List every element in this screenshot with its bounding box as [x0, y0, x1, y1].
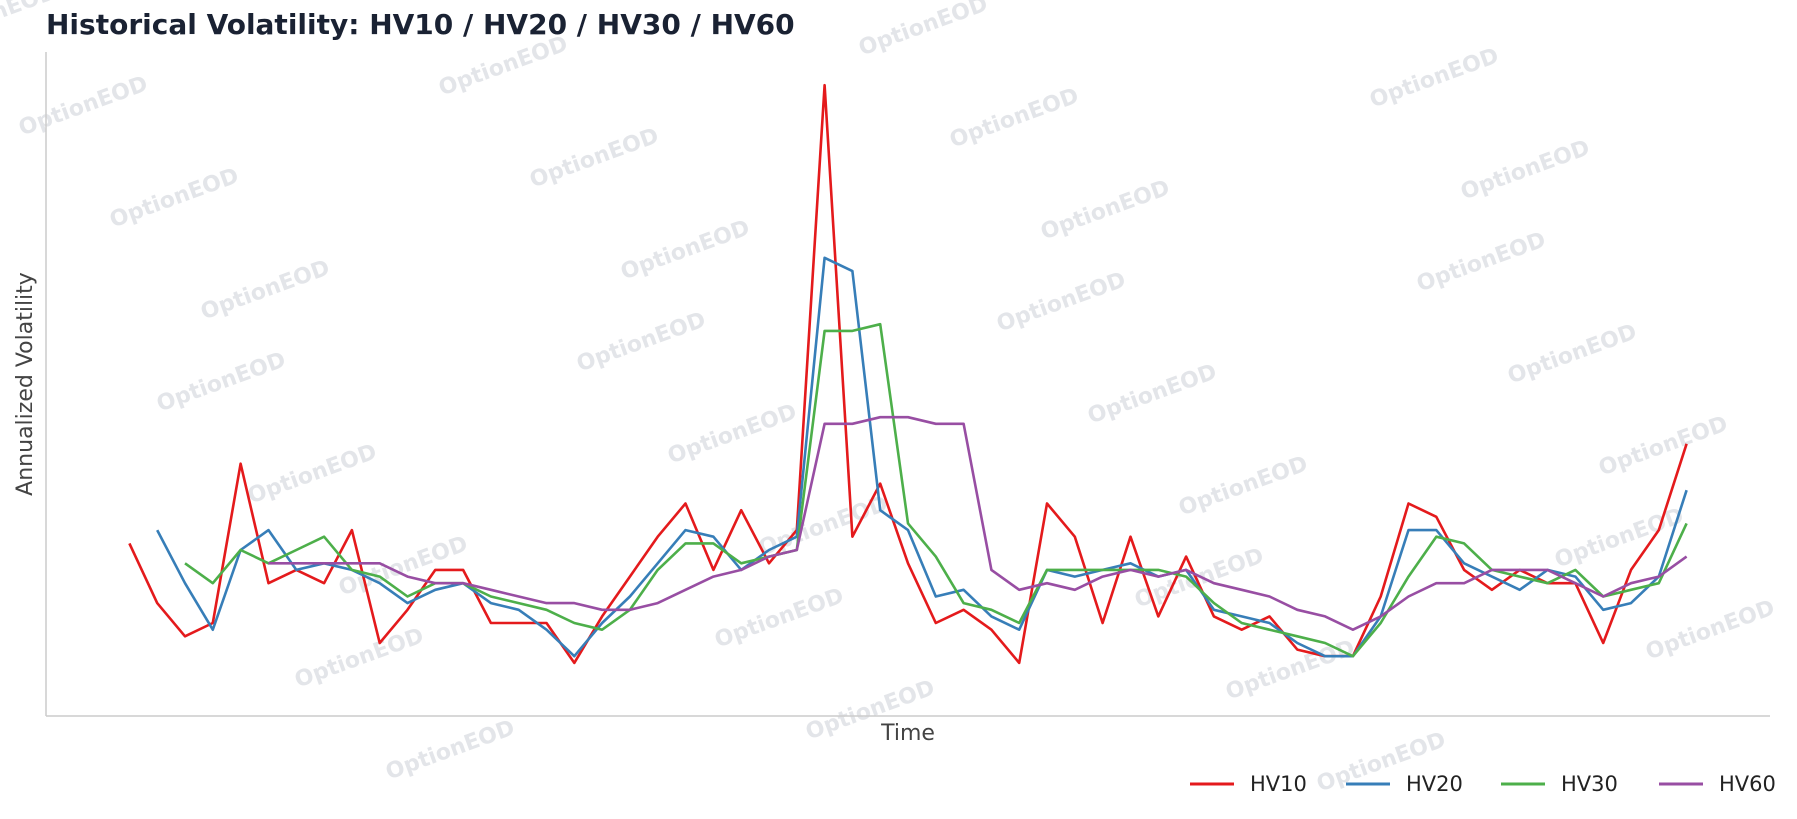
watermark: OptionEOD — [292, 624, 428, 694]
series-line — [156, 256, 1688, 658]
watermarks: OptionEOD OptionEOD OptionEOD OptionEOD Opti… — [0, 0, 1778, 797]
watermark: OptionEOD — [1643, 596, 1779, 666]
legend-label: HV60 — [1719, 772, 1776, 796]
watermark: OptionEOD — [994, 268, 1130, 338]
legend-label: HV10 — [1250, 772, 1307, 796]
chart-title: Historical Volatility: HV10 / HV20 / HV3… — [46, 8, 795, 41]
legend-label: HV30 — [1561, 772, 1618, 796]
x-axis-label: Time — [880, 721, 935, 746]
watermark: OptionEOD — [1132, 544, 1268, 614]
watermark: OptionEOD — [618, 216, 754, 286]
watermark: OptionEOD — [1085, 360, 1221, 430]
watermark: OptionEOD — [1596, 412, 1732, 482]
series-line — [268, 415, 1688, 631]
watermark: OptionEOD — [1176, 452, 1312, 522]
watermark: OptionEOD — [1223, 636, 1359, 706]
watermark: OptionEOD — [856, 0, 992, 61]
series-line — [128, 83, 1688, 665]
watermark: OptionEOD — [1505, 320, 1641, 390]
watermark: OptionEOD — [1458, 136, 1594, 206]
watermark: OptionEOD — [574, 308, 710, 378]
watermark: OptionEOD — [1367, 44, 1503, 114]
watermark: OptionEOD — [245, 440, 381, 510]
watermark: OptionEOD — [198, 256, 334, 326]
watermark: OptionEOD — [947, 84, 1083, 154]
watermark: OptionEOD — [436, 32, 572, 102]
watermark: OptionEOD — [154, 348, 290, 418]
watermark: OptionEOD — [1414, 228, 1550, 298]
watermark: OptionEOD — [1038, 176, 1174, 246]
watermark: OptionEOD — [16, 72, 152, 142]
watermark: OptionEOD — [712, 584, 848, 654]
watermark: OptionEOD — [107, 164, 243, 234]
legend-label: HV20 — [1406, 772, 1463, 796]
watermark: OptionEOD — [665, 400, 801, 470]
watermark: OptionEOD — [527, 124, 663, 194]
watermark: OptionEOD — [383, 716, 519, 786]
y-axis-label: Annualized Volatility — [13, 272, 38, 496]
